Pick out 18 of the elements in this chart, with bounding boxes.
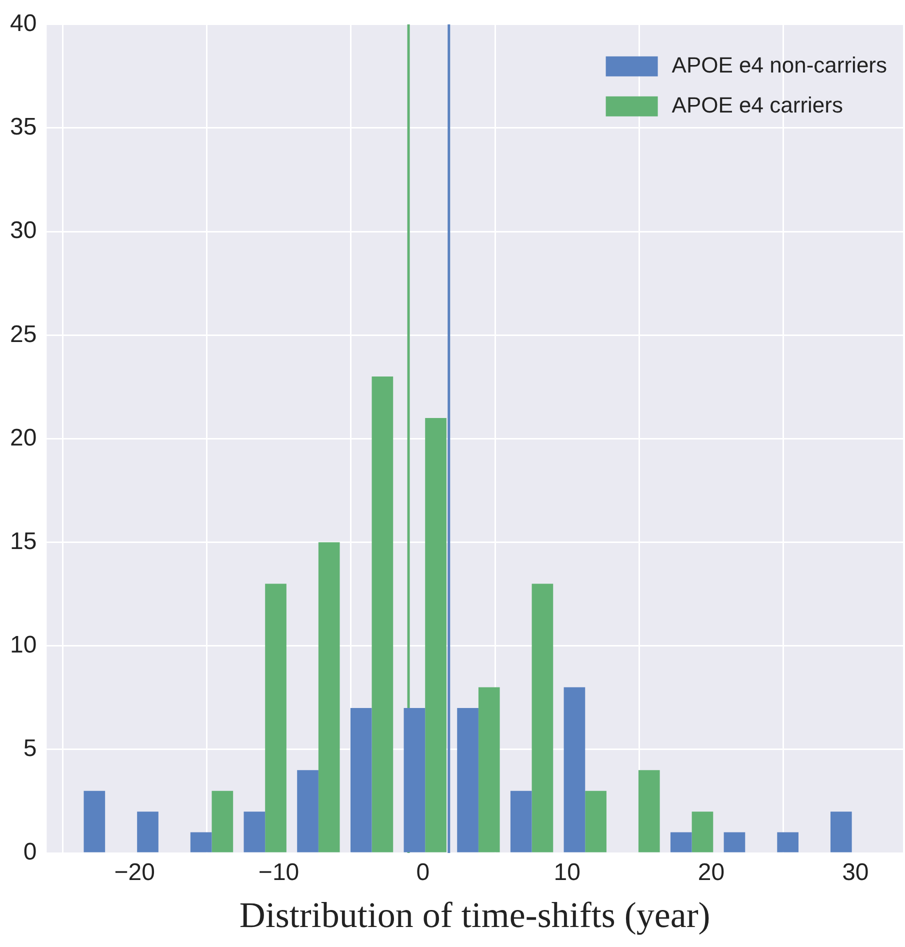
x-tick-label: 20 [698,859,725,886]
x-tick-label: 30 [842,859,869,886]
y-tick-label: 5 [23,735,37,762]
x-axis-title: Distribution of time-shifts (year) [239,894,710,935]
legend-label: APOE e4 carriers [672,92,843,118]
legend-label: APOE e4 non-carriers [672,52,888,78]
y-tick-label: 40 [10,10,37,38]
y-tick-label: 15 [10,528,37,555]
x-tick-label: 10 [554,859,580,886]
x-tick-label: −10 [258,859,300,886]
y-tick-label: 30 [10,217,37,244]
y-tick-label: 0 [23,838,37,866]
y-tick-label: 20 [10,424,37,452]
y-tick-label: 35 [10,114,37,141]
x-tick-label: 0 [416,859,430,886]
y-tick-label: 25 [10,320,37,348]
x-tick-label: −20 [114,859,155,886]
y-tick-label: 10 [10,631,37,658]
